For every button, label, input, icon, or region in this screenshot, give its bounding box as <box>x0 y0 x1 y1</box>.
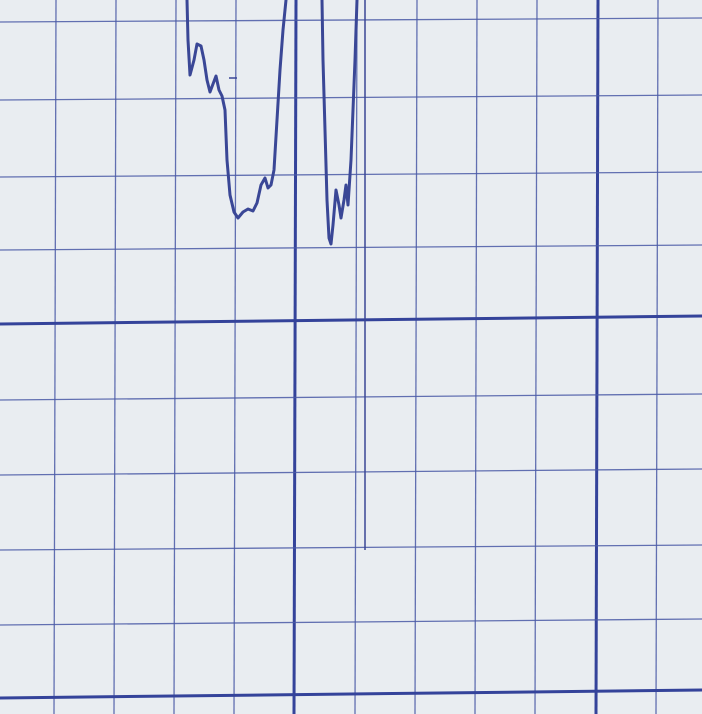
grid-line-major <box>0 688 702 700</box>
grid-line-major <box>594 0 600 714</box>
grid-line <box>534 0 538 714</box>
trace <box>320 0 359 246</box>
grid-line <box>0 244 702 251</box>
grid-line <box>0 618 702 626</box>
grid-line <box>0 468 702 476</box>
grid-line <box>173 0 177 714</box>
grid-line <box>0 17 702 23</box>
grid-line-major <box>0 314 702 326</box>
grid-line <box>0 544 702 551</box>
grid-line <box>474 0 478 714</box>
grid-line-major <box>292 0 298 714</box>
grid-line <box>53 0 57 714</box>
vertical-grid <box>53 0 659 714</box>
grid-line <box>0 94 702 101</box>
grid-line <box>113 0 117 714</box>
grid-line <box>655 0 659 714</box>
grid-line <box>354 0 358 714</box>
grid-line <box>414 0 418 714</box>
grid-line <box>0 393 702 401</box>
trace <box>185 0 288 220</box>
grid-line <box>233 0 237 714</box>
